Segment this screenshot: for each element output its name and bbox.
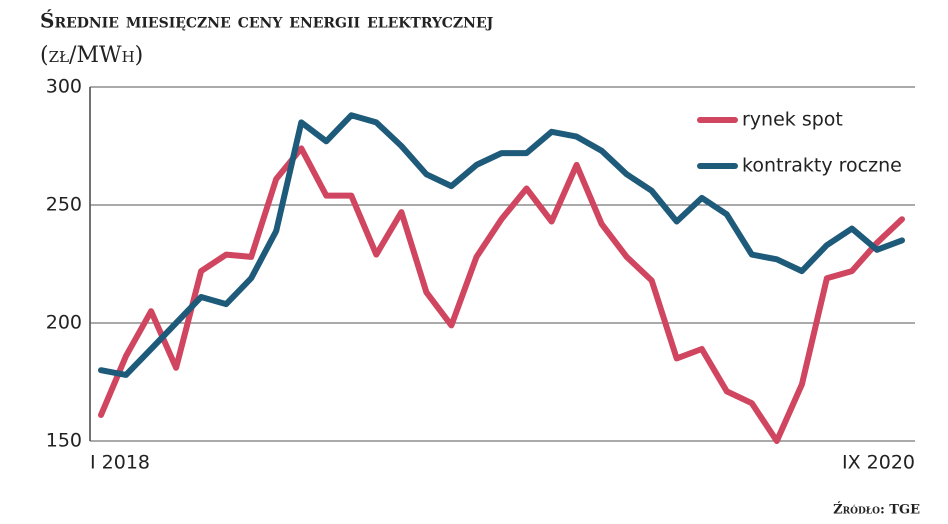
chart-title: Średnie miesięczne ceny energii elektryc… — [40, 8, 494, 33]
x-tick-label: I 2018 — [90, 452, 150, 474]
y-tick-label: 150 — [46, 430, 82, 452]
y-tick-label: 200 — [46, 312, 82, 334]
series-line — [98, 112, 905, 378]
legend-label: kontrakty roczne — [742, 155, 902, 177]
source: Źródło: TGE — [833, 502, 920, 518]
chart-subtitle: (zł/MWh) — [40, 43, 143, 68]
x-tick-label: IX 2020 — [842, 452, 915, 474]
y-tick-label: 300 — [46, 76, 82, 98]
series-line — [98, 145, 905, 444]
legend-label: rynek spot — [742, 109, 843, 131]
y-tick-label: 250 — [46, 194, 82, 216]
